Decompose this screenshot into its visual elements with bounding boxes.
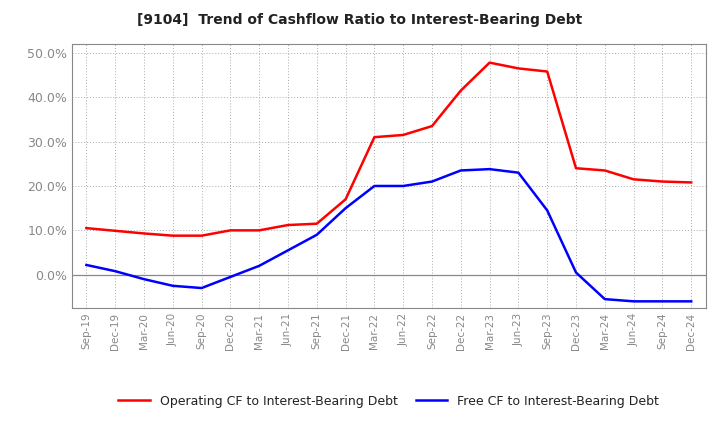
Free CF to Interest-Bearing Debt	[168, 283, 177, 289]
Operating CF to Interest-Bearing Debt	[82, 225, 91, 231]
Free CF to Interest-Bearing Debt	[687, 299, 696, 304]
Operating CF to Interest-Bearing Debt	[140, 231, 148, 236]
Operating CF to Interest-Bearing Debt	[370, 135, 379, 140]
Operating CF to Interest-Bearing Debt	[687, 180, 696, 185]
Operating CF to Interest-Bearing Debt	[197, 233, 206, 238]
Operating CF to Interest-Bearing Debt	[341, 197, 350, 202]
Free CF to Interest-Bearing Debt	[226, 274, 235, 279]
Operating CF to Interest-Bearing Debt	[399, 132, 408, 138]
Operating CF to Interest-Bearing Debt	[255, 228, 264, 233]
Free CF to Interest-Bearing Debt	[600, 297, 609, 302]
Free CF to Interest-Bearing Debt	[341, 205, 350, 211]
Operating CF to Interest-Bearing Debt	[312, 221, 321, 226]
Free CF to Interest-Bearing Debt	[428, 179, 436, 184]
Free CF to Interest-Bearing Debt	[658, 299, 667, 304]
Free CF to Interest-Bearing Debt	[370, 183, 379, 189]
Free CF to Interest-Bearing Debt	[572, 270, 580, 275]
Free CF to Interest-Bearing Debt	[82, 262, 91, 268]
Operating CF to Interest-Bearing Debt	[168, 233, 177, 238]
Free CF to Interest-Bearing Debt	[255, 263, 264, 268]
Operating CF to Interest-Bearing Debt	[428, 124, 436, 129]
Free CF to Interest-Bearing Debt	[629, 299, 638, 304]
Operating CF to Interest-Bearing Debt	[485, 60, 494, 65]
Text: [9104]  Trend of Cashflow Ratio to Interest-Bearing Debt: [9104] Trend of Cashflow Ratio to Intere…	[138, 13, 582, 27]
Free CF to Interest-Bearing Debt	[543, 208, 552, 213]
Operating CF to Interest-Bearing Debt	[111, 228, 120, 234]
Free CF to Interest-Bearing Debt	[485, 166, 494, 172]
Operating CF to Interest-Bearing Debt	[284, 222, 292, 227]
Free CF to Interest-Bearing Debt	[284, 248, 292, 253]
Free CF to Interest-Bearing Debt	[312, 232, 321, 238]
Free CF to Interest-Bearing Debt	[456, 168, 465, 173]
Free CF to Interest-Bearing Debt	[111, 268, 120, 274]
Free CF to Interest-Bearing Debt	[514, 170, 523, 175]
Operating CF to Interest-Bearing Debt	[514, 66, 523, 71]
Operating CF to Interest-Bearing Debt	[600, 168, 609, 173]
Operating CF to Interest-Bearing Debt	[629, 177, 638, 182]
Free CF to Interest-Bearing Debt	[399, 183, 408, 189]
Operating CF to Interest-Bearing Debt	[226, 228, 235, 233]
Legend: Operating CF to Interest-Bearing Debt, Free CF to Interest-Bearing Debt: Operating CF to Interest-Bearing Debt, F…	[113, 390, 665, 413]
Operating CF to Interest-Bearing Debt	[658, 179, 667, 184]
Free CF to Interest-Bearing Debt	[197, 286, 206, 291]
Line: Operating CF to Interest-Bearing Debt: Operating CF to Interest-Bearing Debt	[86, 62, 691, 236]
Free CF to Interest-Bearing Debt	[140, 276, 148, 282]
Operating CF to Interest-Bearing Debt	[543, 69, 552, 74]
Operating CF to Interest-Bearing Debt	[456, 88, 465, 93]
Operating CF to Interest-Bearing Debt	[572, 165, 580, 171]
Line: Free CF to Interest-Bearing Debt: Free CF to Interest-Bearing Debt	[86, 169, 691, 301]
